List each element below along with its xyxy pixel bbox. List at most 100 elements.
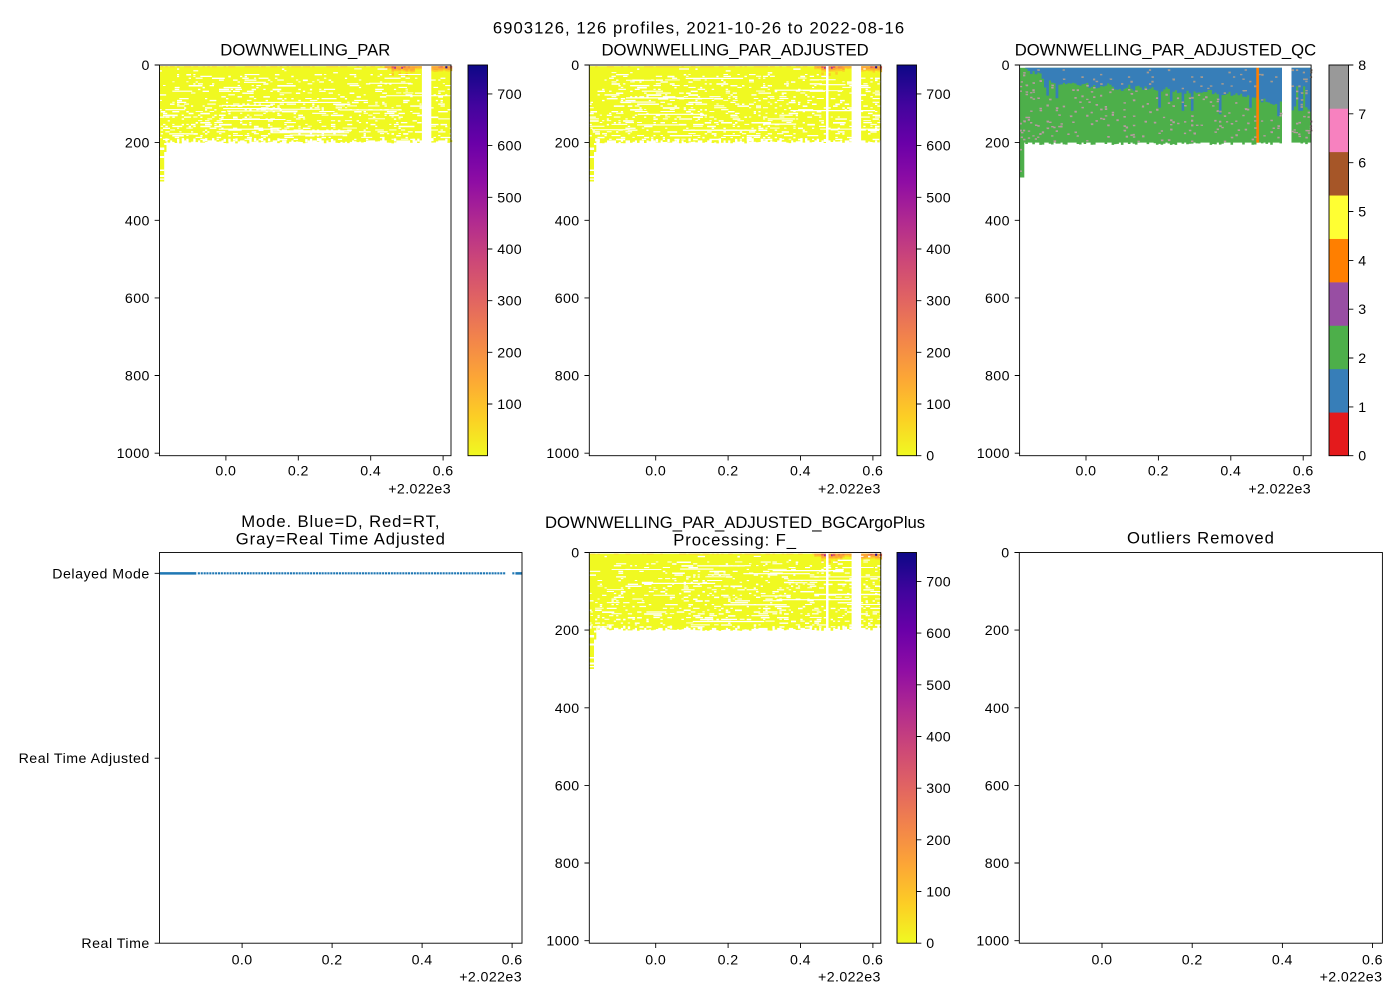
svg-text:DOWNWELLING_PAR_ADJUSTED_BGCAr: DOWNWELLING_PAR_ADJUSTED_BGCArgoPlus xyxy=(545,513,925,532)
svg-text:+2.022e3: +2.022e3 xyxy=(818,482,881,498)
svg-text:0: 0 xyxy=(1002,58,1010,74)
svg-text:0.6: 0.6 xyxy=(862,464,883,480)
svg-text:0.6: 0.6 xyxy=(862,952,883,968)
svg-text:200: 200 xyxy=(985,623,1010,639)
svg-text:500: 500 xyxy=(497,190,522,206)
svg-text:DOWNWELLING_PAR: DOWNWELLING_PAR xyxy=(220,41,390,60)
svg-text:300: 300 xyxy=(497,294,522,310)
svg-text:3: 3 xyxy=(1358,302,1366,318)
svg-text:100: 100 xyxy=(926,885,951,901)
svg-text:2: 2 xyxy=(1358,351,1366,367)
svg-text:400: 400 xyxy=(125,213,150,229)
svg-text:200: 200 xyxy=(555,623,580,639)
svg-text:400: 400 xyxy=(985,701,1010,717)
svg-text:0.4: 0.4 xyxy=(1220,464,1241,480)
svg-text:0.6: 0.6 xyxy=(502,952,523,968)
svg-text:0.2: 0.2 xyxy=(1148,464,1169,480)
svg-text:0.0: 0.0 xyxy=(645,952,666,968)
svg-text:200: 200 xyxy=(926,833,951,849)
svg-text:0.4: 0.4 xyxy=(412,952,433,968)
svg-text:4: 4 xyxy=(1358,253,1366,269)
svg-text:600: 600 xyxy=(926,626,951,642)
svg-text:0.2: 0.2 xyxy=(1182,952,1203,968)
svg-text:200: 200 xyxy=(985,136,1010,152)
svg-text:Mode. Blue=D, Red=RT,: Mode. Blue=D, Red=RT, xyxy=(241,512,440,531)
svg-text:0.0: 0.0 xyxy=(232,952,253,968)
svg-text:700: 700 xyxy=(497,87,522,103)
svg-text:7: 7 xyxy=(1358,107,1366,123)
svg-text:Real Time Adjusted: Real Time Adjusted xyxy=(19,751,150,767)
svg-text:400: 400 xyxy=(926,242,951,258)
svg-text:0.6: 0.6 xyxy=(433,464,454,480)
svg-text:Gray=Real Time Adjusted: Gray=Real Time Adjusted xyxy=(236,529,446,548)
svg-text:1000: 1000 xyxy=(117,446,150,462)
svg-text:0: 0 xyxy=(571,58,579,74)
svg-text:200: 200 xyxy=(926,345,951,361)
svg-text:1000: 1000 xyxy=(976,934,1009,950)
svg-text:600: 600 xyxy=(497,139,522,155)
svg-text:500: 500 xyxy=(926,190,951,206)
svg-text:400: 400 xyxy=(926,730,951,746)
svg-text:100: 100 xyxy=(497,397,522,413)
svg-text:Processing: F_: Processing: F_ xyxy=(673,530,797,549)
svg-text:0.6: 0.6 xyxy=(1293,464,1314,480)
svg-text:0.4: 0.4 xyxy=(1272,952,1293,968)
svg-text:1000: 1000 xyxy=(977,446,1010,462)
svg-text:6903126, 126 profiles, 2021-10: 6903126, 126 profiles, 2021-10-26 to 202… xyxy=(493,19,905,38)
svg-text:500: 500 xyxy=(926,678,951,694)
svg-text:0.0: 0.0 xyxy=(215,464,236,480)
svg-text:300: 300 xyxy=(926,294,951,310)
svg-text:Outliers Removed: Outliers Removed xyxy=(1127,528,1275,547)
svg-text:+2.022e3: +2.022e3 xyxy=(1248,482,1311,498)
svg-text:1000: 1000 xyxy=(546,934,579,950)
svg-text:0: 0 xyxy=(571,546,579,562)
svg-text:0.4: 0.4 xyxy=(790,952,811,968)
svg-text:+2.022e3: +2.022e3 xyxy=(1320,970,1383,986)
svg-text:800: 800 xyxy=(985,856,1010,872)
svg-text:600: 600 xyxy=(926,139,951,155)
svg-text:DOWNWELLING_PAR_ADJUSTED_QC: DOWNWELLING_PAR_ADJUSTED_QC xyxy=(1015,41,1316,60)
svg-text:200: 200 xyxy=(497,345,522,361)
svg-text:+2.022e3: +2.022e3 xyxy=(388,482,451,498)
svg-text:0.0: 0.0 xyxy=(1092,952,1113,968)
svg-text:400: 400 xyxy=(555,701,580,717)
svg-text:800: 800 xyxy=(985,369,1010,385)
svg-text:0: 0 xyxy=(926,449,934,465)
svg-text:400: 400 xyxy=(497,242,522,258)
svg-text:600: 600 xyxy=(985,291,1010,307)
svg-text:0.2: 0.2 xyxy=(288,464,309,480)
svg-text:200: 200 xyxy=(555,136,580,152)
svg-text:100: 100 xyxy=(926,397,951,413)
svg-text:0: 0 xyxy=(142,58,150,74)
svg-text:600: 600 xyxy=(125,291,150,307)
svg-text:800: 800 xyxy=(555,856,580,872)
svg-text:0.0: 0.0 xyxy=(1076,464,1097,480)
svg-text:6: 6 xyxy=(1358,156,1366,172)
svg-text:0.6: 0.6 xyxy=(1362,952,1383,968)
svg-text:600: 600 xyxy=(555,291,580,307)
svg-text:0.2: 0.2 xyxy=(718,952,739,968)
svg-text:Delayed Mode: Delayed Mode xyxy=(52,566,150,582)
svg-text:+2.022e3: +2.022e3 xyxy=(818,970,881,986)
svg-text:0.2: 0.2 xyxy=(322,952,343,968)
svg-text:8: 8 xyxy=(1358,58,1366,74)
svg-text:800: 800 xyxy=(555,369,580,385)
svg-text:0.0: 0.0 xyxy=(645,464,666,480)
svg-text:800: 800 xyxy=(125,369,150,385)
svg-text:5: 5 xyxy=(1358,205,1366,221)
svg-text:600: 600 xyxy=(985,778,1010,794)
svg-text:300: 300 xyxy=(926,781,951,797)
svg-text:0: 0 xyxy=(1001,546,1009,562)
svg-text:+2.022e3: +2.022e3 xyxy=(459,970,522,986)
svg-text:DOWNWELLING_PAR_ADJUSTED: DOWNWELLING_PAR_ADJUSTED xyxy=(602,41,869,60)
svg-text:0: 0 xyxy=(926,936,934,952)
svg-text:700: 700 xyxy=(926,87,951,103)
svg-text:200: 200 xyxy=(125,136,150,152)
svg-text:400: 400 xyxy=(985,213,1010,229)
svg-text:0.4: 0.4 xyxy=(360,464,381,480)
svg-text:0.2: 0.2 xyxy=(718,464,739,480)
svg-text:0.4: 0.4 xyxy=(790,464,811,480)
svg-text:400: 400 xyxy=(555,213,580,229)
svg-text:600: 600 xyxy=(555,778,580,794)
svg-text:0: 0 xyxy=(1358,449,1366,465)
